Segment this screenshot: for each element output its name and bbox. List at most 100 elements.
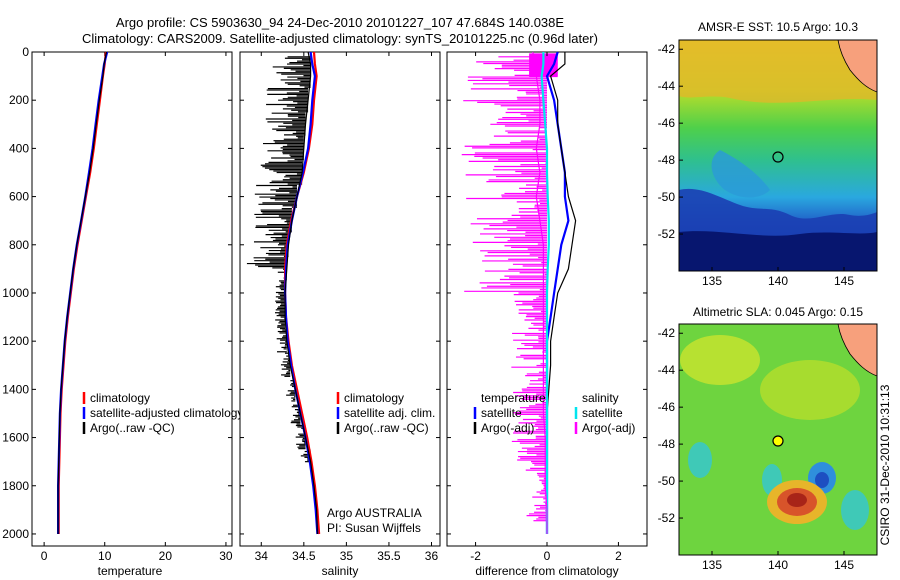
sla-map-ytick-label: -42 xyxy=(658,326,676,340)
salinity-xtick-label: 35.5 xyxy=(377,549,401,563)
sst-map-ticks: 135 140 145 -42 -44 -46 -48 -50 -52 xyxy=(658,42,855,288)
sst-map-xtick-label: 145 xyxy=(834,274,854,288)
sla-map-warm-eddy-core xyxy=(787,493,807,507)
sla-map-ytick-label: -50 xyxy=(658,474,676,488)
depth-tick-label: 600 xyxy=(9,190,29,204)
sst-map-ytick-label: -48 xyxy=(658,153,676,167)
sst-map: AMSR-E SST: 10.5 Argo: 10.3 135 140 145 -42… xyxy=(658,20,878,288)
depth-tick-label: 1600 xyxy=(2,431,29,445)
depth-tick-label: 0 xyxy=(22,45,29,59)
difference-series-salinity-satellite xyxy=(540,52,550,534)
sla-map: Altimetric SLA: 0.045 Argo: 0.15 135 140 1… xyxy=(658,305,878,572)
sla-map-yellow-blob-2 xyxy=(760,360,860,420)
sla-map-xtick-label: 145 xyxy=(834,558,854,572)
sla-map-xtick-label: 135 xyxy=(702,558,722,572)
difference-legend-temp-sat: satellite xyxy=(481,406,522,420)
sst-map-land xyxy=(837,40,877,93)
sst-map-argo-marker xyxy=(772,151,784,163)
difference-xtick-label: 2 xyxy=(615,549,622,563)
temperature-xtick-label: 0 xyxy=(41,549,48,563)
depth-tick-label: 1800 xyxy=(2,479,29,493)
salinity-axes-frame xyxy=(239,51,441,547)
sst-map-mid-blue xyxy=(711,150,770,198)
salinity-legend-clim: climatology xyxy=(344,391,404,405)
salinity-legend: climatology satellite adj. clim. Argo(..… xyxy=(336,391,435,435)
salinity-xtick-label: 34.5 xyxy=(292,549,316,563)
temperature-xtick-label: 20 xyxy=(159,549,173,563)
salinity-series xyxy=(283,51,321,535)
difference-xtick-label: 0 xyxy=(544,549,551,563)
sla-map-cyan-blob-3 xyxy=(841,490,869,530)
temperature-xtick-label: 30 xyxy=(219,549,233,563)
temperature-axes-frame xyxy=(31,51,233,547)
sla-map-ytick-label: -44 xyxy=(658,363,676,377)
salinity-annotation-line-2: PI: Susan Wijffels xyxy=(327,521,421,535)
temperature-series xyxy=(56,51,109,534)
sst-map-warm-band xyxy=(679,40,877,103)
temperature-legend-argo: Argo(..raw -QC) xyxy=(90,421,175,435)
difference-legend: temperature satellite Argo(-adj) salinit… xyxy=(473,391,635,435)
temperature-legend-clim: climatology xyxy=(90,391,150,405)
depth-axis-labels: 0 200 400 600 800 1000 1200 1400 1600 1800 2000 xyxy=(2,45,29,541)
salinity-ticks: 34 34.5 35 35.5 36 xyxy=(240,51,440,563)
sla-map-xtick-label: 140 xyxy=(768,558,788,572)
title-line-1: Argo profile: CS 5903630_94 24-Dec-2010 … xyxy=(116,15,564,30)
sla-map-title: Altimetric SLA: 0.045 Argo: 0.15 xyxy=(693,305,863,319)
temperature-xlabel: temperature xyxy=(98,564,163,578)
sst-map-ytick-label: -42 xyxy=(658,42,676,56)
depth-tick-label: 200 xyxy=(9,93,29,107)
sst-map-ytick-label: -52 xyxy=(658,227,676,241)
sla-map-land xyxy=(837,324,877,377)
depth-tick-label: 1000 xyxy=(2,286,29,300)
salinity-legend-argo: Argo(..raw -QC) xyxy=(344,421,429,435)
salinity-series-argo-raw-qc- xyxy=(284,51,318,535)
sst-map-xtick-label: 140 xyxy=(768,274,788,288)
sst-map-ytick-label: -46 xyxy=(658,116,676,130)
csiro-timestamp: CSIRO 31-Dec-2010 10:31:13 xyxy=(878,384,892,545)
depth-tick-label: 1400 xyxy=(2,382,29,396)
difference-series xyxy=(532,51,577,534)
sst-map-title: AMSR-E SST: 10.5 Argo: 10.3 xyxy=(698,20,858,34)
temperature-xtick-label: 10 xyxy=(98,549,112,563)
sla-map-argo-marker xyxy=(772,435,784,447)
sla-map-ytick-label: -52 xyxy=(658,511,676,525)
sst-map-xtick-label: 135 xyxy=(702,274,722,288)
salinity-xtick-label: 35 xyxy=(340,549,354,563)
difference-legend-sal-argo: Argo(-adj) xyxy=(582,421,635,435)
temperature-ticks: 0 10 20 30 xyxy=(32,51,233,563)
sla-map-yellow-blob-1 xyxy=(680,335,760,385)
temperature-panel: 0 10 20 30 temperature climatology satellit… xyxy=(31,51,243,578)
temperature-legend-sat: satellite-adjusted climatology xyxy=(90,406,243,420)
sst-map-deep-cold xyxy=(679,231,877,271)
salinity-xtick-label: 36 xyxy=(425,549,439,563)
difference-xlabel: difference from climatology xyxy=(475,564,618,578)
difference-series-salinity-argo-adj- xyxy=(532,51,548,534)
difference-legend-temp-argo: Argo(-adj) xyxy=(481,421,534,435)
difference-legend-salinity-header: salinity xyxy=(582,391,619,405)
salinity-annotation-line-1: Argo AUSTRALIA xyxy=(327,506,422,520)
salinity-panel: 34 34.5 35 35.5 36 salinity climatology sate… xyxy=(239,51,441,578)
temperature-series-argo-raw-qc- xyxy=(57,51,108,534)
sst-map-ytick-label: -44 xyxy=(658,79,676,93)
depth-tick-label: 1200 xyxy=(2,334,29,348)
depth-tick-label: 800 xyxy=(9,238,29,252)
salinity-legend-sat: satellite adj. clim. xyxy=(344,406,435,420)
sla-map-ticks: 135 140 145 -42 -44 -46 -48 -50 -52 xyxy=(658,326,855,572)
salinity-xlabel: salinity xyxy=(322,564,359,578)
salinity-xtick-label: 34 xyxy=(255,549,269,563)
title-line-2: Climatology: CARS2009. Satellite-adjuste… xyxy=(82,31,598,46)
sst-map-ytick-label: -50 xyxy=(658,190,676,204)
sla-map-cyan-blob-1 xyxy=(688,442,712,478)
difference-ticks: -2 0 2 xyxy=(447,51,647,563)
difference-legend-sal-sat: satellite xyxy=(582,406,623,420)
difference-legend-temperature-header: temperature xyxy=(481,391,546,405)
sla-map-ytick-label: -48 xyxy=(658,437,676,451)
sla-map-ytick-label: -46 xyxy=(658,400,676,414)
difference-xtick-label: -2 xyxy=(470,549,481,563)
temperature-legend: climatology satellite-adjusted climatolo… xyxy=(82,391,243,435)
difference-panel: -2 0 2 difference from climatology tempera… xyxy=(446,51,648,578)
sla-map-blue-eddy-core xyxy=(815,472,829,488)
depth-tick-label: 2000 xyxy=(2,527,29,541)
depth-tick-label: 400 xyxy=(9,141,29,155)
